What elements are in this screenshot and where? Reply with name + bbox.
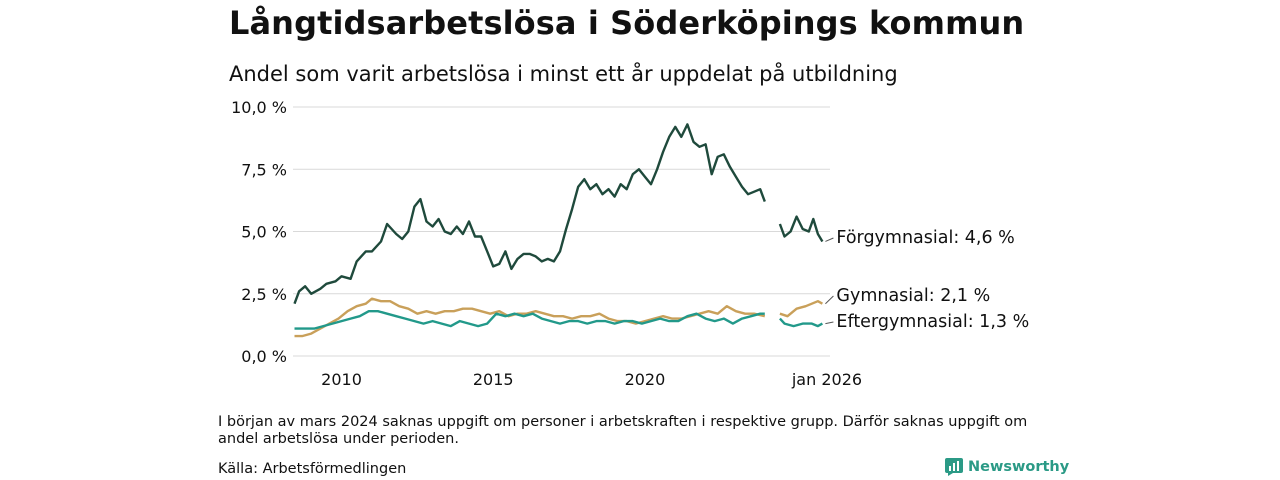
footnote: I början av mars 2024 saknas uppgift om …	[218, 414, 1028, 447]
series-line-eftergymnasial	[294, 310, 765, 330]
x-axis-ticks: 2010 2015 2020 jan 2026	[321, 370, 862, 389]
series-label-förgymnasial: Förgymnasial: 4,6 %	[836, 228, 1014, 248]
y-tick-label: 7,5 %	[241, 160, 287, 179]
brand-name: Newsworthy	[968, 459, 1070, 475]
label-leader	[825, 295, 834, 305]
series-line-gymnasial	[779, 300, 823, 318]
y-tick-label: 10,0 %	[231, 98, 287, 117]
gridlines	[293, 106, 830, 357]
series-lines	[293, 123, 824, 338]
series-line-gymnasial	[294, 297, 766, 338]
label-leader	[825, 237, 834, 242]
series-line-förgymnasial	[778, 215, 824, 243]
x-tick-label: 2015	[473, 370, 514, 389]
y-tick-label: 2,5 %	[241, 285, 287, 304]
series-labels: Förgymnasial: 4,6 % Gymnasial: 2,1 % Efter…	[825, 228, 1029, 332]
y-tick-label: 0,0 %	[241, 347, 287, 366]
series-line-eftergymnasial	[779, 317, 823, 328]
series-line-förgymnasial	[293, 123, 766, 305]
x-tick-label: jan 2026	[791, 370, 862, 389]
y-axis-ticks: 0,0 % 2,5 % 5,0 % 7,5 % 10,0 %	[231, 98, 287, 366]
brand-logo[interactable]: Newsworthy	[945, 458, 1069, 476]
label-leader	[825, 321, 834, 325]
x-tick-label: 2010	[321, 370, 362, 389]
line-chart: 0,0 % 2,5 % 5,0 % 7,5 % 10,0 % 2010 2015 2020 j…	[231, 98, 1029, 389]
source-credit: Källa: Arbetsförmedlingen	[218, 461, 407, 477]
chart-subtitle: Andel som varit arbetslösa i minst ett å…	[229, 62, 898, 86]
x-tick-label: 2020	[625, 370, 666, 389]
chart-title: Långtidsarbetslösa i Söderköpings kommun	[229, 4, 1025, 42]
series-label-eftergymnasial: Eftergymnasial: 1,3 %	[836, 312, 1029, 332]
series-label-gymnasial: Gymnasial: 2,1 %	[836, 286, 990, 306]
y-tick-label: 5,0 %	[241, 223, 287, 242]
newsworthy-logo-icon	[945, 458, 963, 476]
